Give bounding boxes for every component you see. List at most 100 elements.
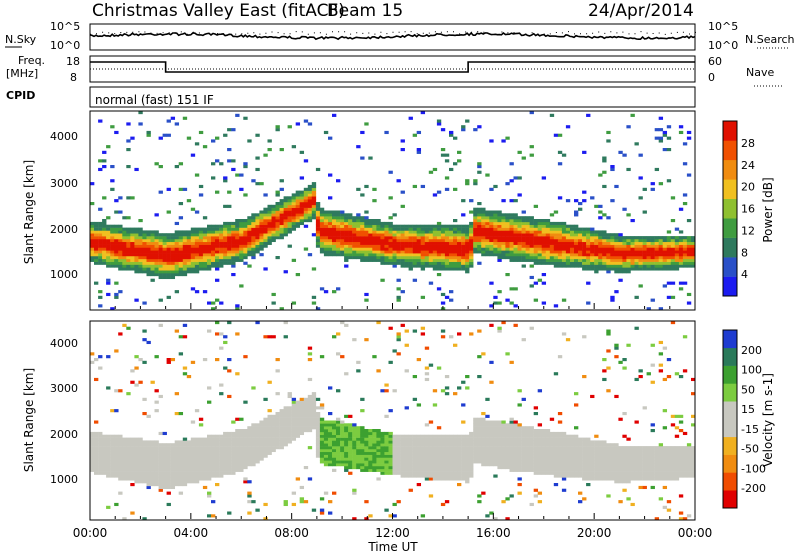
- heatmap-cell: [598, 265, 602, 268]
- heatmap-cell: [631, 245, 635, 248]
- heatmap-cell: [215, 259, 219, 262]
- heatmap-cell: [219, 472, 223, 475]
- heatmap-cell: [102, 259, 106, 262]
- heatmap-cell: [332, 449, 336, 452]
- heatmap-cell: [171, 480, 175, 483]
- heatmap-cell: [368, 435, 372, 438]
- heatmap-cell: [94, 466, 98, 469]
- heatmap-cell: [167, 134, 171, 137]
- heatmap-cell: [328, 222, 332, 225]
- heatmap-cell: [219, 265, 223, 268]
- heatmap-cell: [626, 236, 630, 239]
- heatmap-cell: [397, 259, 401, 262]
- heatmap-cell: [449, 446, 453, 449]
- heatmap-cell: [510, 230, 514, 233]
- heatmap-cell: [445, 159, 449, 162]
- heatmap-cell: [372, 233, 376, 236]
- heatmap-cell: [372, 469, 376, 472]
- heatmap-cell: [268, 213, 272, 216]
- heatmap-cell: [465, 472, 469, 475]
- heatmap-cell: [372, 466, 376, 469]
- heatmap-cell: [401, 248, 405, 251]
- heatmap-cell: [376, 259, 380, 262]
- heatmap-cell: [320, 423, 324, 426]
- heatmap-cell: [114, 250, 118, 253]
- heatmap-cell: [247, 230, 251, 233]
- heatmap-cell: [304, 120, 308, 123]
- heatmap-cell: [473, 432, 477, 435]
- heatmap-cell: [195, 248, 199, 251]
- heatmap-cell: [163, 259, 167, 262]
- heatmap-cell: [534, 242, 538, 245]
- heatmap-cell: [134, 239, 138, 242]
- heatmap-cell: [251, 423, 255, 426]
- heatmap-cell: [570, 239, 574, 242]
- heatmap-cell: [126, 466, 130, 469]
- heatmap-cell: [397, 239, 401, 242]
- heatmap-cell: [461, 446, 465, 449]
- heatmap-cell: [651, 256, 655, 259]
- heatmap-cell: [268, 211, 272, 214]
- heatmap-cell: [300, 205, 304, 208]
- heatmap-cell: [433, 245, 437, 248]
- heatmap-cell: [336, 423, 340, 426]
- heatmap-cell: [618, 279, 622, 282]
- heatmap-cell: [324, 242, 328, 245]
- heatmap-cell: [465, 236, 469, 239]
- heatmap-cell: [292, 302, 296, 305]
- heatmap-cell: [328, 250, 332, 253]
- heatmap-cell: [505, 438, 509, 441]
- heatmap-cell: [659, 267, 663, 270]
- heatmap-cell: [348, 239, 352, 242]
- heatmap-cell: [481, 208, 485, 211]
- heatmap-cell: [276, 256, 280, 259]
- heatmap-cell: [106, 435, 110, 438]
- heatmap-cell: [417, 463, 421, 466]
- heatmap-cell: [320, 509, 324, 512]
- heatmap-cell: [159, 480, 163, 483]
- heatmap-cell: [562, 259, 566, 262]
- heatmap-cell: [268, 443, 272, 446]
- heatmap-cell: [550, 222, 554, 225]
- heatmap-cell: [90, 440, 94, 443]
- heatmap-cell: [292, 228, 296, 231]
- heatmap-cell: [364, 248, 368, 251]
- heatmap-cell: [147, 242, 151, 245]
- heatmap-cell: [251, 452, 255, 455]
- heatmap-cell: [183, 248, 187, 251]
- heatmap-cell: [530, 245, 534, 248]
- heatmap-cell: [675, 253, 679, 256]
- heatmap-cell: [332, 225, 336, 228]
- heatmap-cell: [489, 188, 493, 191]
- heatmap-cell: [203, 472, 207, 475]
- heatmap-cell: [106, 475, 110, 478]
- heatmap-cell: [251, 222, 255, 225]
- heatmap-cell: [409, 228, 413, 231]
- heatmap-cell: [489, 324, 493, 327]
- heatmap-cell: [231, 432, 235, 435]
- heatmap-cell: [550, 432, 554, 435]
- heatmap-cell: [106, 279, 110, 282]
- heatmap-cell: [679, 239, 683, 242]
- heatmap-cell: [457, 245, 461, 248]
- heatmap-cell: [142, 233, 146, 236]
- heatmap-cell: [114, 472, 118, 475]
- heatmap-cell: [126, 139, 130, 142]
- heatmap-cell: [171, 463, 175, 466]
- heatmap-cell: [550, 230, 554, 233]
- heatmap-cell: [151, 267, 155, 270]
- heatmap-cell: [522, 222, 526, 225]
- heatmap-cell: [663, 284, 667, 287]
- heatmap-cell: [562, 233, 566, 236]
- heatmap-cell: [175, 256, 179, 259]
- heatmap-cell: [118, 265, 122, 268]
- heatmap-cell: [433, 438, 437, 441]
- heatmap-cell: [344, 446, 348, 449]
- heatmap-cell: [142, 460, 146, 463]
- heatmap-cell: [417, 248, 421, 251]
- heatmap-cell: [489, 423, 493, 426]
- heatmap-cell: [570, 236, 574, 239]
- heatmap-cell: [199, 185, 203, 188]
- heatmap-cell: [348, 242, 352, 245]
- heatmap-cell: [413, 233, 417, 236]
